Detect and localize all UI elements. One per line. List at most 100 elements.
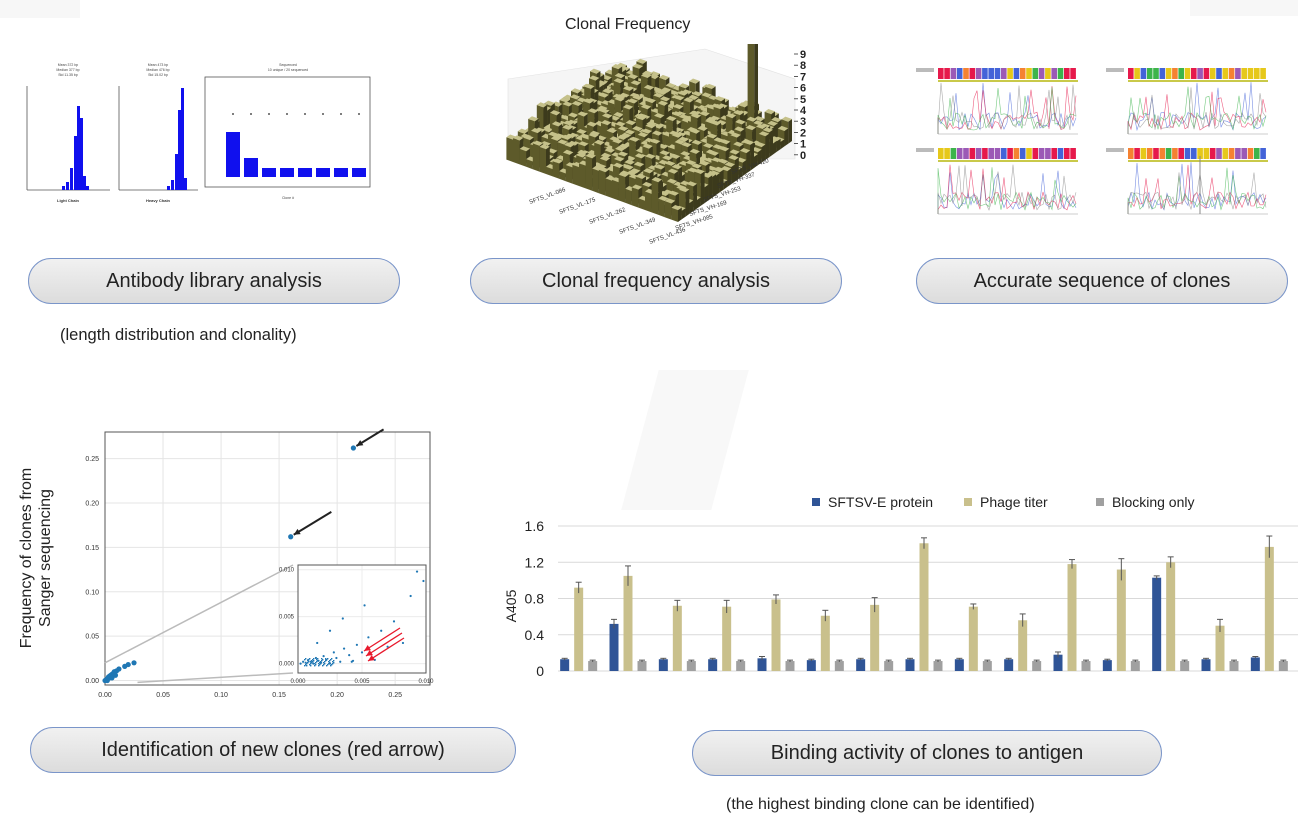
bar-y-tick-label: 0.8 [525, 591, 545, 607]
inset-cluster-point [312, 659, 314, 661]
inset-cluster-point [311, 662, 313, 664]
inset-cluster-point [305, 658, 307, 660]
base-call [944, 68, 950, 79]
surface-bar-side [754, 154, 758, 168]
base-call [1057, 148, 1064, 159]
surface-bar-top [718, 158, 729, 164]
inset-cluster-point [331, 658, 333, 660]
surface-bar-top [562, 101, 573, 107]
inset-cluster-point [327, 664, 329, 666]
surface-bar-top [694, 168, 705, 174]
base-call [1241, 68, 1247, 79]
inset-cluster-point [306, 663, 308, 665]
inset-cluster-point [320, 663, 322, 665]
surface-bar-top [706, 133, 718, 139]
inset-point [409, 594, 412, 598]
legend-label: Phage titer [980, 494, 1048, 510]
red-arrow [365, 632, 403, 657]
bar-category-label: 266 [1160, 683, 1182, 685]
inset-cluster-point [320, 661, 322, 663]
base-call [1128, 68, 1134, 79]
surface-bar-top [619, 92, 630, 98]
surface-bar-top [745, 125, 756, 131]
quality-strip [1128, 80, 1268, 82]
surface-bar-side [776, 138, 781, 152]
inset-point [401, 641, 405, 645]
surface-bar-top [630, 168, 641, 174]
chromatogram-trace [1127, 86, 1267, 134]
surface-bar-top [674, 139, 685, 145]
legend-swatch [812, 498, 820, 506]
base-call [1165, 148, 1172, 159]
surface-bar-top [552, 101, 563, 107]
surface-bar-top [561, 134, 572, 140]
surface-bar-top [618, 143, 630, 149]
bar-category-label: 229 [1110, 683, 1132, 685]
bar-2 [785, 661, 795, 671]
inset-point [355, 643, 358, 646]
clonal-frequency-title: Clonal Frequency [565, 16, 691, 33]
clonality-barplot: Sequenced 10 unique / 20 sequenced Clone… [204, 63, 371, 200]
black-arrow-head [293, 528, 301, 535]
surface-bar-side [664, 201, 672, 220]
base-call [1178, 68, 1184, 79]
surface-bar-top [551, 121, 563, 127]
surface-bar-top [689, 128, 701, 134]
surface-bar-top [618, 125, 629, 131]
base-call [1001, 148, 1007, 159]
surface-bar-top [746, 116, 757, 122]
svg-text:10 unique / 20 sequenced: 10 unique / 20 sequenced [268, 68, 308, 72]
surface-bar-top [570, 94, 581, 100]
surface-bar-side [559, 171, 566, 182]
identification-label: Identification of new clones (red arrow) [101, 738, 445, 761]
bar-0 [658, 659, 668, 671]
base-call [1045, 68, 1051, 79]
base-call [1228, 68, 1235, 79]
bar-2 [834, 661, 844, 671]
base-call [969, 68, 976, 79]
surface-bar-top [596, 163, 607, 169]
svg-text:Median 476 bp: Median 476 bp [146, 68, 169, 72]
base-call [1140, 68, 1147, 79]
base-call [1038, 68, 1045, 79]
base-call [1191, 68, 1197, 79]
base-call [1260, 68, 1266, 79]
surface-bar-top [559, 97, 570, 103]
base-call [938, 68, 944, 79]
inset-cluster-point [319, 662, 321, 664]
base-call [1209, 148, 1216, 159]
surface-bar-side [618, 174, 626, 203]
surface-bar-top [623, 164, 634, 170]
bar-ylabel: A405 [503, 589, 519, 622]
surface-bar-side [727, 168, 732, 187]
bar-0 [1152, 577, 1162, 671]
x-axis-label: SFTS_VL-175 [559, 197, 597, 216]
base-call [1134, 148, 1140, 159]
surface-bar-top [643, 84, 655, 90]
watermark-shape [1190, 0, 1298, 16]
surface-bar-top [730, 132, 741, 138]
surface-bar-top [692, 91, 703, 97]
bar-0 [1201, 659, 1211, 671]
surface-bar-top [578, 141, 589, 147]
inset-point [386, 645, 389, 648]
inset-x-tick-label: 0.010 [418, 679, 434, 685]
base-call [1146, 148, 1153, 159]
inset-cluster-point [328, 663, 330, 665]
bar-1 [968, 606, 978, 671]
surface-bar-top [735, 119, 746, 125]
surface-bar-top [614, 96, 625, 102]
inset-cluster-point [313, 658, 315, 660]
surface-bar-top [635, 173, 646, 179]
surface-bar-top [734, 126, 745, 132]
base-call [950, 68, 957, 79]
surface-bar-top [576, 152, 587, 158]
surface-bar-side [519, 148, 527, 167]
surface-bar-side [546, 166, 553, 177]
legend-label: Blocking only [1112, 494, 1195, 510]
inset-cluster-point [309, 658, 311, 660]
surface-bar-top [709, 170, 720, 176]
inset-cluster-point [317, 658, 319, 660]
surface-bar-top [738, 102, 749, 108]
inset-point [360, 651, 364, 654]
